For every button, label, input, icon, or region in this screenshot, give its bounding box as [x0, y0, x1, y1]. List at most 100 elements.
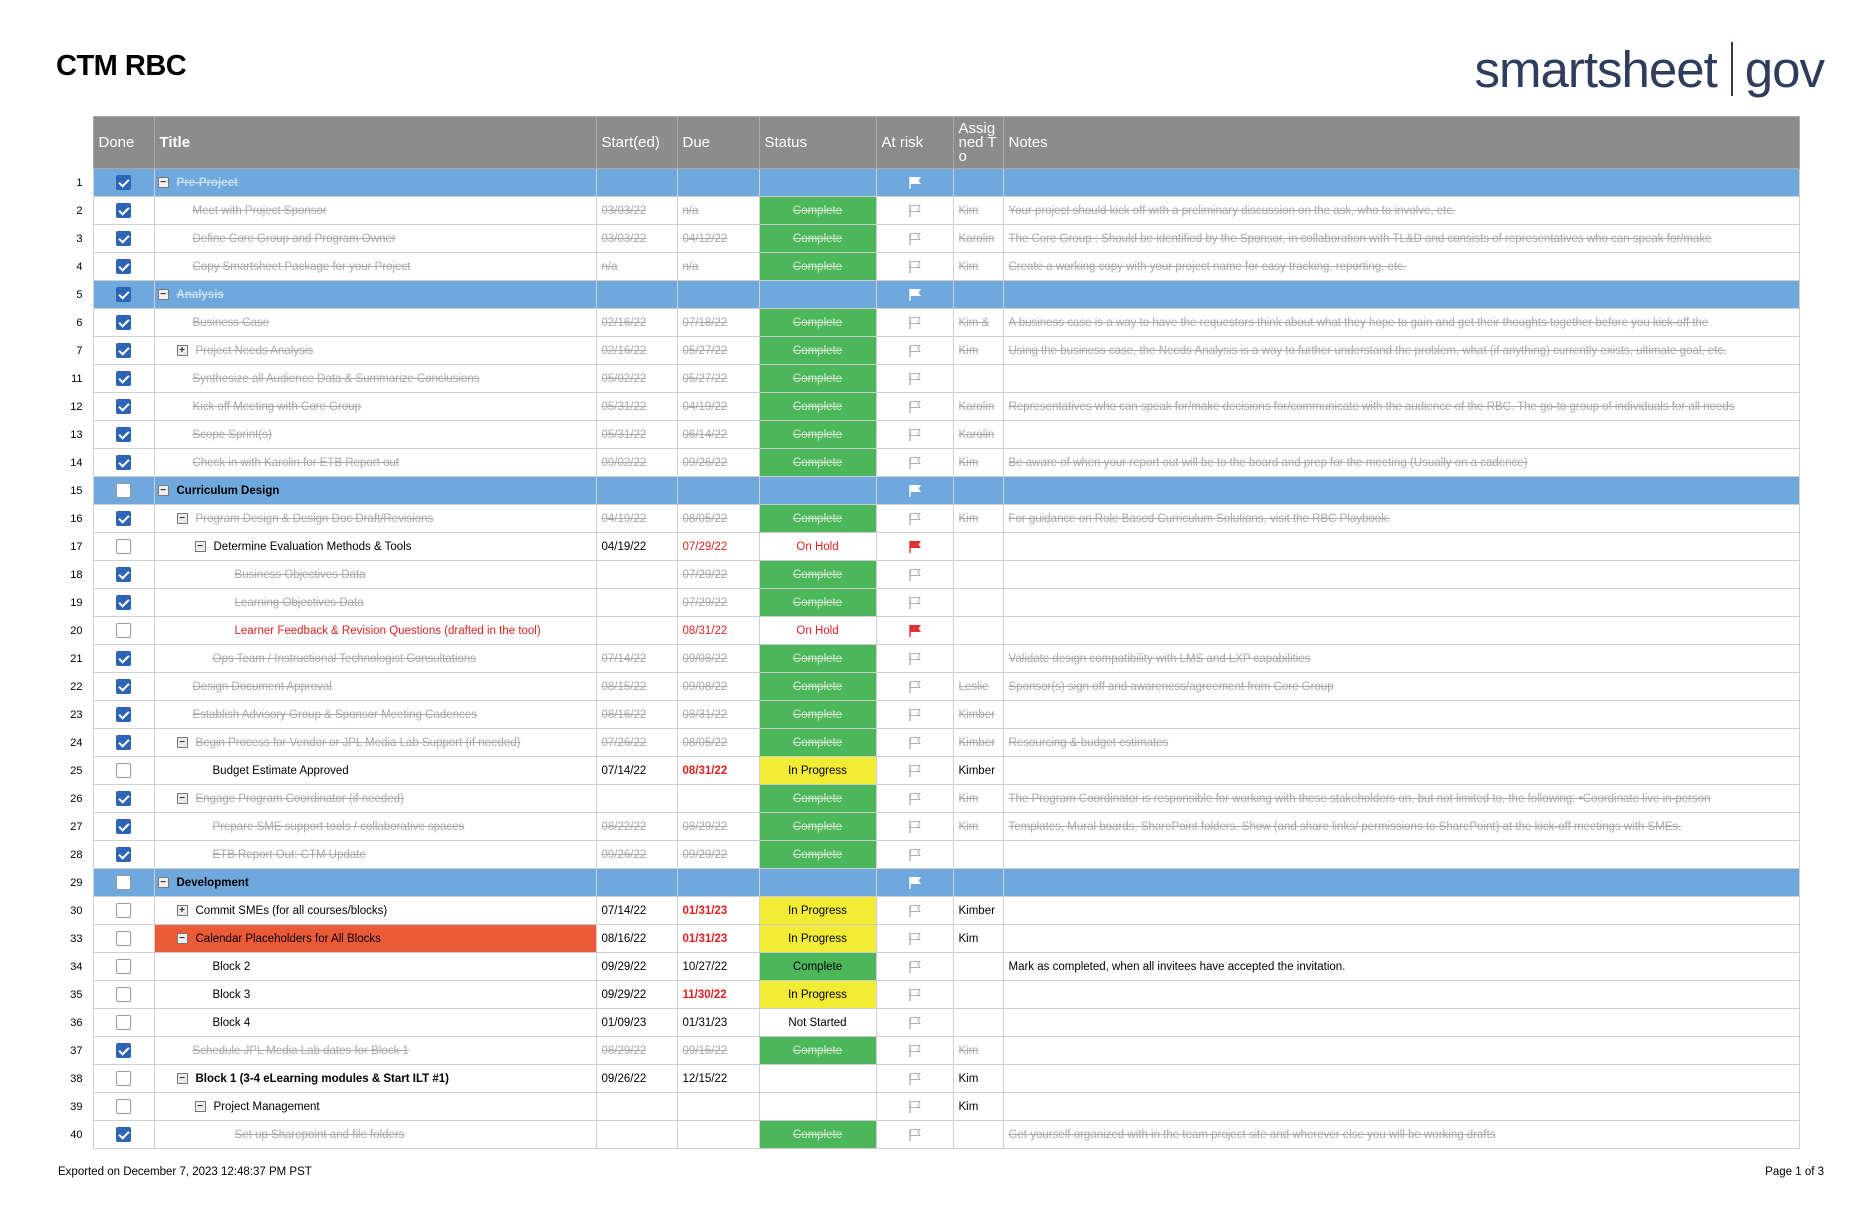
notes-cell[interactable] — [1002, 616, 1800, 645]
flag-icon[interactable] — [908, 988, 922, 1001]
flag-icon[interactable] — [908, 960, 922, 973]
start-date-cell[interactable]: 05/31/22 — [595, 392, 678, 421]
title-cell[interactable]: + Project Needs Analysis — [153, 336, 597, 365]
assigned-to-cell[interactable]: Kim — [952, 1064, 1004, 1093]
title-cell[interactable]: Define Core Group and Program Owner — [153, 224, 597, 253]
status-cell[interactable] — [758, 280, 877, 309]
start-date-cell[interactable]: 07/26/22 — [595, 728, 678, 757]
start-date-cell[interactable] — [595, 280, 678, 309]
done-checkbox[interactable] — [116, 343, 131, 358]
status-cell[interactable]: Complete — [758, 952, 877, 981]
title-cell[interactable]: Business Case — [153, 308, 597, 337]
notes-cell[interactable] — [1002, 1036, 1800, 1065]
at-risk-cell[interactable] — [875, 196, 954, 225]
collapse-icon[interactable]: − — [176, 1072, 188, 1084]
flag-icon[interactable] — [908, 1044, 922, 1057]
done-checkbox[interactable] — [116, 791, 131, 806]
status-cell[interactable] — [758, 476, 877, 505]
flag-icon[interactable] — [908, 1072, 922, 1085]
due-date-cell[interactable]: 09/26/22 — [676, 448, 760, 477]
status-cell[interactable]: Complete — [758, 196, 877, 225]
title-cell[interactable]: − Block 1 (3-4 eLearning modules & Start … — [153, 1064, 597, 1093]
assigned-to-cell[interactable] — [952, 280, 1004, 309]
flag-icon[interactable] — [908, 596, 922, 609]
due-date-cell[interactable]: 08/31/22 — [676, 616, 760, 645]
section-row[interactable]: 5 − Analysis — [61, 280, 1800, 309]
due-date-cell[interactable]: 09/08/22 — [676, 644, 760, 673]
status-cell[interactable]: Complete — [758, 560, 877, 589]
at-risk-cell[interactable] — [875, 812, 954, 841]
section-row[interactable]: 15 − Curriculum Design — [61, 476, 1800, 505]
start-date-cell[interactable]: 09/29/22 — [595, 980, 678, 1009]
task-row[interactable]: 14 Check in with Karolin for ETB Report o… — [61, 448, 1800, 477]
assigned-to-cell[interactable] — [952, 1008, 1004, 1037]
assigned-to-cell[interactable]: Kim — [952, 336, 1004, 365]
done-cell[interactable] — [92, 196, 155, 225]
done-cell[interactable] — [92, 896, 155, 925]
task-row[interactable]: 37 Schedule JPL Media Lab dates for Block… — [61, 1036, 1800, 1065]
due-date-cell[interactable]: 07/29/22 — [676, 560, 760, 589]
at-risk-cell[interactable] — [875, 448, 954, 477]
at-risk-cell[interactable] — [875, 728, 954, 757]
at-risk-cell[interactable] — [875, 644, 954, 673]
done-cell[interactable] — [92, 532, 155, 561]
assigned-to-cell[interactable]: Karolin — [952, 392, 1004, 421]
column-header-notes[interactable]: Notes — [1002, 116, 1800, 169]
flag-icon[interactable] — [908, 876, 922, 889]
start-date-cell[interactable]: 07/14/22 — [595, 756, 678, 785]
due-date-cell[interactable] — [676, 280, 760, 309]
done-checkbox[interactable] — [116, 455, 131, 470]
assigned-to-cell[interactable]: Kimber — [952, 756, 1004, 785]
notes-cell[interactable] — [1002, 476, 1800, 505]
done-checkbox[interactable] — [116, 399, 131, 414]
done-checkbox[interactable] — [116, 1127, 131, 1142]
flag-icon[interactable] — [908, 260, 922, 273]
status-cell[interactable]: Complete — [758, 420, 877, 449]
at-risk-cell[interactable] — [875, 504, 954, 533]
start-date-cell[interactable]: 05/02/22 — [595, 364, 678, 393]
flag-icon[interactable] — [908, 708, 922, 721]
at-risk-cell[interactable] — [875, 924, 954, 953]
title-cell[interactable]: Synthesize all Audience Data & Summarize… — [153, 364, 597, 393]
assigned-to-cell[interactable]: Kim & — [952, 308, 1004, 337]
due-date-cell[interactable]: n/a — [676, 252, 760, 281]
done-cell[interactable] — [92, 476, 155, 505]
done-cell[interactable] — [92, 1008, 155, 1037]
done-cell[interactable] — [92, 840, 155, 869]
column-header-at-risk[interactable]: At risk — [875, 116, 954, 169]
due-date-cell[interactable]: 08/05/22 — [676, 504, 760, 533]
due-date-cell[interactable]: 09/08/22 — [676, 672, 760, 701]
assigned-to-cell[interactable]: Karolin — [952, 224, 1004, 253]
title-cell[interactable]: − Program Design & Design Doc Draft/Revis… — [153, 504, 597, 533]
collapse-icon[interactable]: − — [194, 1100, 206, 1112]
flag-icon[interactable] — [908, 204, 922, 217]
done-cell[interactable] — [92, 700, 155, 729]
status-cell[interactable]: Complete — [758, 784, 877, 813]
column-header-assigned-to[interactable]: Assig ned To — [952, 116, 1004, 169]
notes-cell[interactable]: For guidance on Role Based Curriculum So… — [1002, 504, 1800, 533]
task-row[interactable]: 3 Define Core Group and Program Owner 03/0… — [61, 224, 1800, 253]
assigned-to-cell[interactable]: Kim — [952, 252, 1004, 281]
done-checkbox[interactable] — [116, 175, 131, 190]
flag-icon[interactable] — [908, 680, 922, 693]
notes-cell[interactable]: Representatives who can speak for/make d… — [1002, 392, 1800, 421]
done-cell[interactable] — [92, 364, 155, 393]
done-cell[interactable] — [92, 1092, 155, 1121]
task-row[interactable]: 26 − Engage Program Coordinator (if needed… — [61, 784, 1800, 813]
status-cell[interactable]: Complete — [758, 504, 877, 533]
start-date-cell[interactable]: 09/02/22 — [595, 448, 678, 477]
assigned-to-cell[interactable] — [952, 644, 1004, 673]
done-cell[interactable] — [92, 644, 155, 673]
at-risk-cell[interactable] — [875, 308, 954, 337]
title-cell[interactable]: Prepare SME support tools / collaborativ… — [153, 812, 597, 841]
assigned-to-cell[interactable]: Kim — [952, 924, 1004, 953]
flag-icon[interactable] — [908, 736, 922, 749]
notes-cell[interactable] — [1002, 420, 1800, 449]
title-cell[interactable]: Schedule JPL Media Lab dates for Block 1 — [153, 1036, 597, 1065]
done-checkbox[interactable] — [116, 539, 131, 554]
done-cell[interactable] — [92, 1064, 155, 1093]
at-risk-cell[interactable] — [875, 560, 954, 589]
task-row[interactable]: 21 Ops Team / Instructional Technologist … — [61, 644, 1800, 673]
assigned-to-cell[interactable] — [952, 840, 1004, 869]
flag-icon[interactable] — [908, 344, 922, 357]
